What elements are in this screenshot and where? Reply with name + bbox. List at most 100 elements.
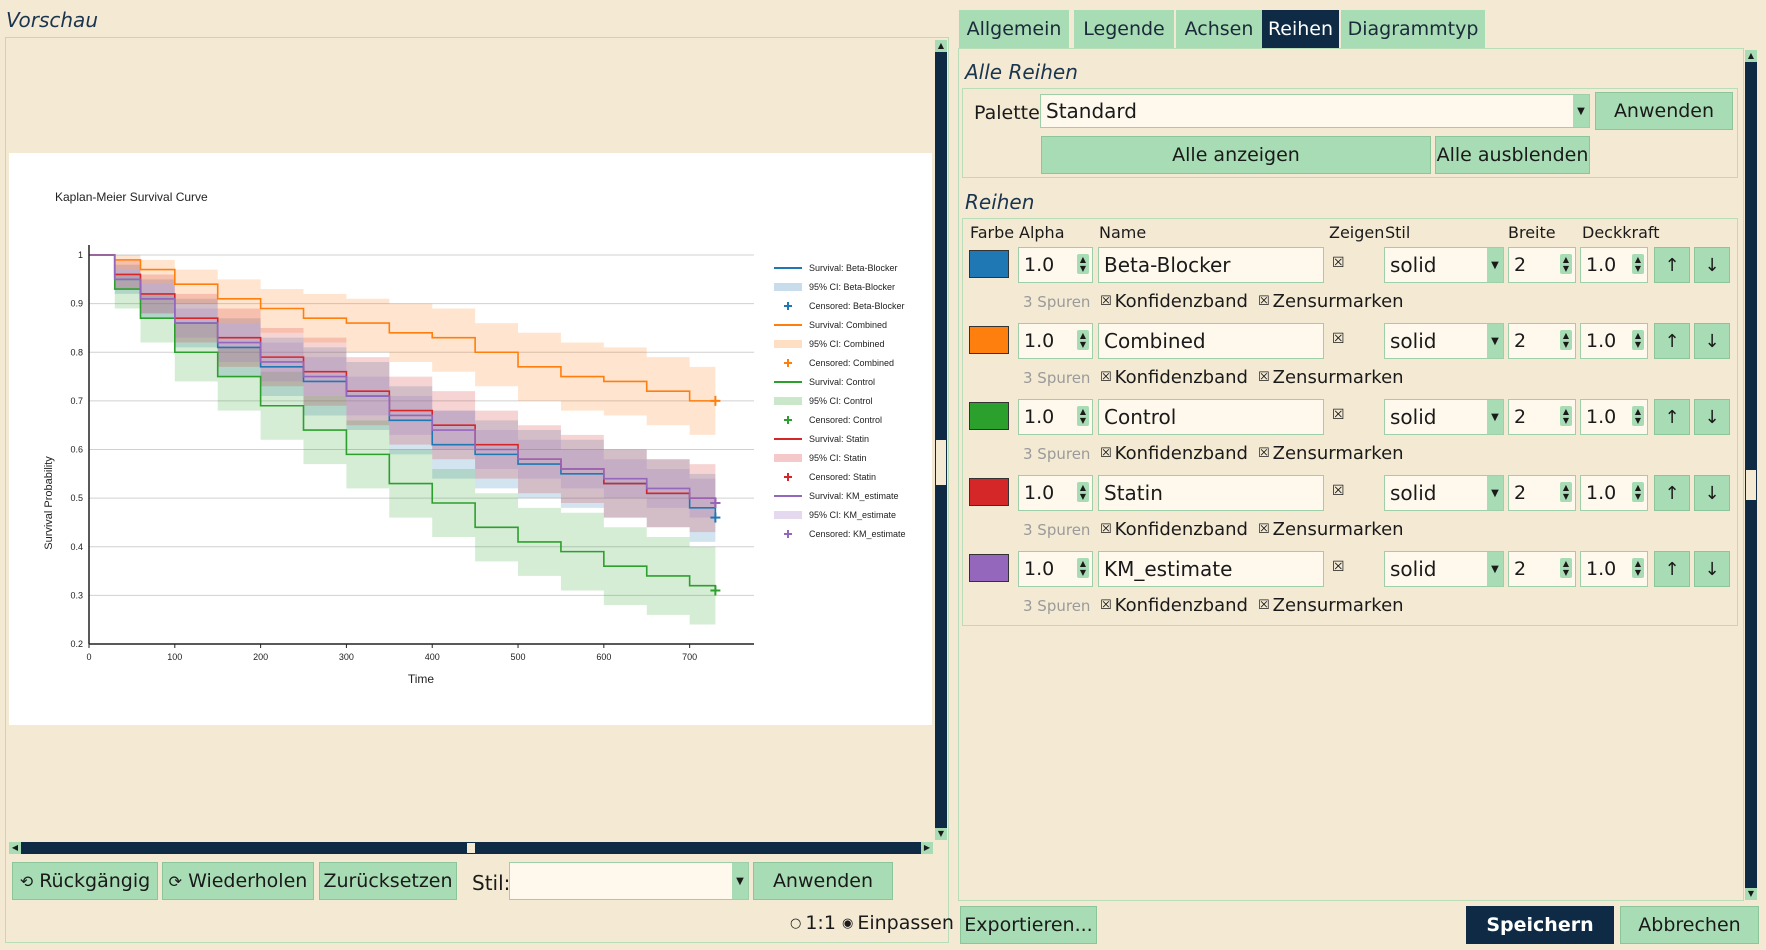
series-style-select[interactable]: solid ▼ (1384, 323, 1504, 359)
zoom-1to1-radio[interactable]: ○ 1:1 (790, 912, 836, 934)
redo-button[interactable]: ⟳ Wiederholen (162, 862, 314, 900)
scroll-thumb[interactable] (936, 440, 946, 485)
censor-checkbox[interactable]: ☒ Zensurmarken (1258, 519, 1404, 540)
series-alpha-input[interactable]: 1.0 ▲ ▼ (1018, 399, 1093, 435)
tab-reihen[interactable]: Reihen (1262, 10, 1339, 48)
scroll-left-arrow[interactable]: ◀ (9, 842, 21, 854)
move-down-button[interactable]: ↓ (1694, 323, 1730, 359)
series-show-checkbox[interactable]: ☒ (1332, 559, 1345, 575)
export-button[interactable]: Exportieren... (960, 906, 1097, 944)
series-alpha-input[interactable]: 1.0 ▲ ▼ (1018, 323, 1093, 359)
spinner-arrows-icon[interactable]: ▲ ▼ (1632, 558, 1644, 578)
censor-checkbox[interactable]: ☒ Zensurmarken (1258, 443, 1404, 464)
series-name-input[interactable]: Statin (1098, 475, 1324, 511)
series-opacity-input[interactable]: 1.0 ▲ ▼ (1580, 551, 1648, 587)
series-width-input[interactable]: 2 ▲ ▼ (1508, 475, 1576, 511)
spinner-arrows-icon[interactable]: ▲ ▼ (1560, 330, 1572, 350)
series-color-swatch[interactable] (969, 326, 1009, 354)
series-color-swatch[interactable] (969, 554, 1009, 582)
spinner-arrows-icon[interactable]: ▲ ▼ (1560, 482, 1572, 502)
style-select[interactable]: ▼ (509, 862, 749, 900)
series-color-swatch[interactable] (969, 478, 1009, 506)
spinner-arrows-icon[interactable]: ▲ ▼ (1077, 330, 1089, 350)
censor-checkbox[interactable]: ☒ Zensurmarken (1258, 367, 1404, 388)
tab-achsen[interactable]: Achsen (1176, 10, 1262, 48)
save-button[interactable]: Speichern (1466, 906, 1614, 944)
spinner-arrows-icon[interactable]: ▲ ▼ (1632, 254, 1644, 274)
series-opacity-input[interactable]: 1.0 ▲ ▼ (1580, 323, 1648, 359)
move-down-button[interactable]: ↓ (1694, 247, 1730, 283)
series-name-input[interactable]: Control (1098, 399, 1324, 435)
series-style-select[interactable]: solid ▼ (1384, 475, 1504, 511)
series-alpha-input[interactable]: 1.0 ▲ ▼ (1018, 475, 1093, 511)
series-show-checkbox[interactable]: ☒ (1332, 407, 1345, 423)
scroll-up-arrow[interactable]: ▲ (1745, 50, 1757, 62)
scroll-down-arrow[interactable]: ▼ (1745, 888, 1757, 900)
tab-legende[interactable]: Legende (1074, 10, 1174, 48)
series-width-input[interactable]: 2 ▲ ▼ (1508, 323, 1576, 359)
move-up-button[interactable]: ↑ (1654, 399, 1690, 435)
move-down-button[interactable]: ↓ (1694, 399, 1730, 435)
series-style-select[interactable]: solid ▼ (1384, 247, 1504, 283)
censor-checkbox[interactable]: ☒ Zensurmarken (1258, 291, 1404, 312)
series-opacity-input[interactable]: 1.0 ▲ ▼ (1580, 475, 1648, 511)
band-checkbox[interactable]: ☒ Konfidenzband (1100, 595, 1248, 616)
spinner-arrows-icon[interactable]: ▲ ▼ (1077, 558, 1089, 578)
move-up-button[interactable]: ↑ (1654, 247, 1690, 283)
series-width-input[interactable]: 2 ▲ ▼ (1508, 399, 1576, 435)
spinner-arrows-icon[interactable]: ▲ ▼ (1632, 406, 1644, 426)
undo-button[interactable]: ⟲ Rückgängig (12, 862, 158, 900)
series-alpha-input[interactable]: 1.0 ▲ ▼ (1018, 247, 1093, 283)
cancel-button[interactable]: Abbrechen (1620, 906, 1759, 944)
reset-button[interactable]: Zurücksetzen (319, 862, 457, 900)
scroll-right-arrow[interactable]: ▶ (921, 842, 933, 854)
move-up-button[interactable]: ↑ (1654, 551, 1690, 587)
hide-all-button[interactable]: Alle ausblenden (1435, 136, 1590, 174)
series-width-input[interactable]: 2 ▲ ▼ (1508, 551, 1576, 587)
band-checkbox[interactable]: ☒ Konfidenzband (1100, 291, 1248, 312)
move-up-button[interactable]: ↑ (1654, 323, 1690, 359)
preview-vscrollbar[interactable]: ▲ ▼ (935, 40, 947, 840)
move-down-button[interactable]: ↓ (1694, 475, 1730, 511)
band-checkbox[interactable]: ☒ Konfidenzband (1100, 519, 1248, 540)
move-up-button[interactable]: ↑ (1654, 475, 1690, 511)
spinner-arrows-icon[interactable]: ▲ ▼ (1077, 406, 1089, 426)
zoom-fit-radio[interactable]: ◉ Einpassen (842, 912, 954, 934)
spinner-arrows-icon[interactable]: ▲ ▼ (1077, 482, 1089, 502)
spinner-arrows-icon[interactable]: ▲ ▼ (1560, 406, 1572, 426)
tab-allgemein[interactable]: Allgemein (959, 10, 1069, 48)
band-checkbox[interactable]: ☒ Konfidenzband (1100, 367, 1248, 388)
band-checkbox[interactable]: ☒ Konfidenzband (1100, 443, 1248, 464)
preview-hscrollbar[interactable]: ◀ ▶ (9, 842, 933, 854)
series-style-select[interactable]: solid ▼ (1384, 551, 1504, 587)
move-down-button[interactable]: ↓ (1694, 551, 1730, 587)
series-color-swatch[interactable] (969, 402, 1009, 430)
series-opacity-input[interactable]: 1.0 ▲ ▼ (1580, 247, 1648, 283)
series-opacity-input[interactable]: 1.0 ▲ ▼ (1580, 399, 1648, 435)
spinner-arrows-icon[interactable]: ▲ ▼ (1077, 254, 1089, 274)
censor-checkbox[interactable]: ☒ Zensurmarken (1258, 595, 1404, 616)
spinner-arrows-icon[interactable]: ▲ ▼ (1560, 254, 1572, 274)
series-width-input[interactable]: 2 ▲ ▼ (1508, 247, 1576, 283)
series-show-checkbox[interactable]: ☒ (1332, 331, 1345, 347)
series-name-input[interactable]: Combined (1098, 323, 1324, 359)
series-color-swatch[interactable] (969, 250, 1009, 278)
spinner-arrows-icon[interactable]: ▲ ▼ (1560, 558, 1572, 578)
tab-diagrammtyp[interactable]: Diagrammtyp (1341, 10, 1485, 48)
style-apply-button[interactable]: Anwenden (753, 862, 893, 900)
series-show-checkbox[interactable]: ☒ (1332, 483, 1345, 499)
scroll-thumb[interactable] (1746, 470, 1756, 500)
show-all-button[interactable]: Alle anzeigen (1041, 136, 1431, 174)
palette-apply-button[interactable]: Anwenden (1595, 92, 1733, 130)
settings-vscrollbar[interactable]: ▲ ▼ (1745, 50, 1757, 900)
palette-select[interactable]: Standard ▼ (1040, 94, 1590, 128)
series-show-checkbox[interactable]: ☒ (1332, 255, 1345, 271)
series-alpha-input[interactable]: 1.0 ▲ ▼ (1018, 551, 1093, 587)
spinner-arrows-icon[interactable]: ▲ ▼ (1632, 330, 1644, 350)
series-style-select[interactable]: solid ▼ (1384, 399, 1504, 435)
scroll-hthumb[interactable] (467, 843, 475, 853)
series-name-input[interactable]: KM_estimate (1098, 551, 1324, 587)
series-name-input[interactable]: Beta-Blocker (1098, 247, 1324, 283)
scroll-up-arrow[interactable]: ▲ (935, 40, 947, 52)
scroll-down-arrow[interactable]: ▼ (935, 828, 947, 840)
